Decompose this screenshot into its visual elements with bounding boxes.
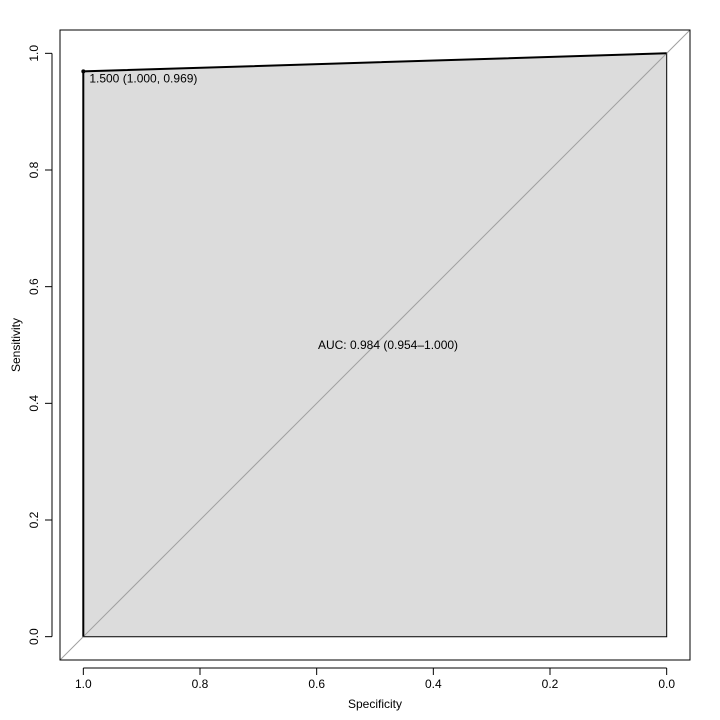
auc-label: AUC: 0.984 (0.954–1.000)	[318, 338, 458, 352]
x-axis: 1.0 0.8 0.6 0.4 0.2 0.0	[75, 667, 675, 691]
y-tick-label: 1.0	[27, 45, 41, 62]
y-tick-label: 0.6	[27, 278, 41, 295]
plot-frame	[59, 29, 691, 661]
x-tick-label: 1.0	[75, 677, 92, 691]
y-tick-label: 0.8	[27, 161, 41, 178]
reference-diagonal	[59, 29, 691, 661]
x-tick-label: 0.4	[425, 677, 442, 691]
y-axis: 0.0 0.2 0.4 0.6 0.8 1.0	[27, 45, 53, 645]
x-tick-label: 0.0	[658, 677, 675, 691]
threshold-label: 1.500 (1.000, 0.969)	[89, 71, 197, 85]
x-tick-label: 0.2	[542, 677, 559, 691]
y-tick-label: 0.2	[27, 511, 41, 528]
x-tick-label: 0.8	[192, 677, 209, 691]
y-axis-title: Sensitivity	[9, 318, 23, 372]
x-axis-title: Specificity	[348, 697, 402, 711]
threshold-point	[81, 69, 86, 74]
x-tick-label: 0.6	[308, 677, 325, 691]
y-tick-label: 0.0	[27, 628, 41, 645]
y-tick-label: 0.4	[27, 395, 41, 412]
